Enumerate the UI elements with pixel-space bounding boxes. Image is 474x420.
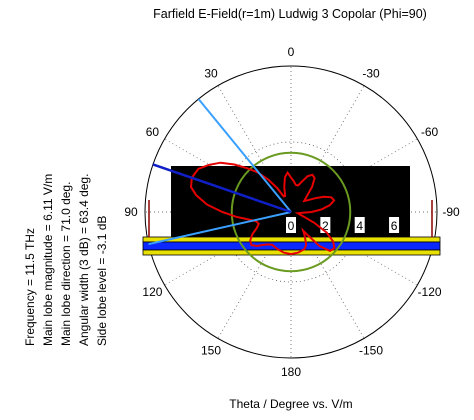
ground-layer-top <box>142 236 441 243</box>
beamwidth-line <box>197 98 292 213</box>
radial-tick-box <box>389 217 400 233</box>
angle-tick-label: 30 <box>204 66 218 80</box>
radial-tick-label: 2 <box>322 219 329 233</box>
angle-tick-label: -90 <box>442 205 460 219</box>
feed-line-layer <box>142 241 441 251</box>
info-line: Frequency = 11.5 THz <box>23 228 37 346</box>
reference-circle <box>230 151 352 273</box>
info-line: Angular width (3 dB) = 63.4 deg. <box>77 174 91 346</box>
angle-tick-label: -120 <box>418 285 442 299</box>
angle-tick-label: 180 <box>281 365 301 379</box>
info-line: Main lobe magnitude = 6.11 V/m <box>41 174 55 346</box>
chart-title: Farfield E-Field(r=1m) Ludwig 3 Copolar … <box>153 7 427 21</box>
radial-tick-label: 4 <box>356 219 363 233</box>
angle-tick-label: 0 <box>288 45 295 59</box>
angle-tick-label: -150 <box>359 344 383 358</box>
radial-tick-box <box>286 217 296 233</box>
angle-tick-label: -30 <box>362 66 380 80</box>
info-block: Frequency = 11.5 THz Main lobe magnitude … <box>23 174 109 346</box>
beamwidth-line <box>148 211 292 246</box>
main-lobe-direction-line <box>152 163 292 214</box>
x-axis-label: Theta / Degree vs. V/m <box>229 397 352 411</box>
angle-tick-label: 150 <box>201 344 221 358</box>
radial-tick-box <box>354 217 365 233</box>
angle-tick-label: -60 <box>421 125 439 139</box>
radial-tick-label: 6 <box>391 219 398 233</box>
radial-tick-label: 0 <box>288 219 295 233</box>
info-line: Main lobe direction = 71.0 deg. <box>59 182 73 346</box>
radial-tick-labels: 0 2 4 6 <box>286 217 400 233</box>
radial-tick-box <box>320 217 331 233</box>
angle-tick-label: 60 <box>146 125 160 139</box>
angle-tick-label: 90 <box>124 205 138 219</box>
main-lobe-indicators <box>148 98 292 246</box>
antenna-model <box>142 166 441 256</box>
info-line: Side lobe level = -3.1 dB <box>95 216 109 346</box>
outer-grid-circle <box>144 65 438 359</box>
angle-tick-label: 120 <box>142 285 162 299</box>
copolar-pattern-line <box>189 161 336 256</box>
